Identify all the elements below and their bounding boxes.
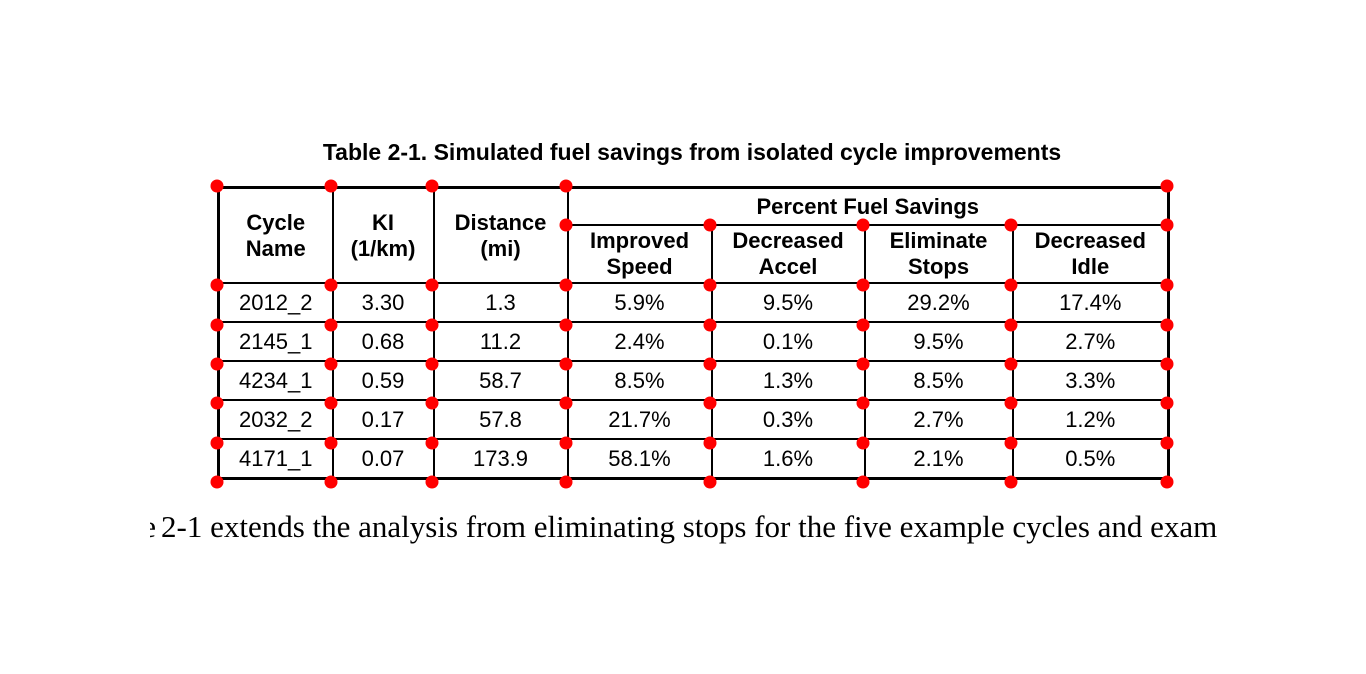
table-title: Table 2-1. Simulated fuel savings from i… <box>322 139 1062 165</box>
cell-value: 3.3% <box>1011 360 1170 401</box>
table-row: 2012_2 3.30 1.3 5.9% 9.5% 29.2% 17.4% <box>217 282 1170 323</box>
cell-value: 58.7 <box>432 360 569 401</box>
cell-value: 11.2 <box>432 321 569 362</box>
cell-value: 8.5% <box>566 360 713 401</box>
cell-value: 0.1% <box>710 321 866 362</box>
body-text-line: e2-1 extends the analysis from eliminati… <box>150 508 1217 545</box>
cell-value: 17.4% <box>1011 282 1170 323</box>
header-row: Cycle Name KI (1/km) Distance (mi) Perce… <box>217 186 1170 284</box>
table-row: 2032_2 0.17 57.8 21.7% 0.3% 2.7% 1.2% <box>217 399 1170 440</box>
fuel-savings-table: Cycle Name KI (1/km) Distance (mi) Perce… <box>217 186 1171 480</box>
cell-value: 0.68 <box>331 321 435 362</box>
cell-value: 2.4% <box>566 321 713 362</box>
table-row: 2145_1 0.68 11.2 2.4% 0.1% 9.5% 2.7% <box>217 321 1170 362</box>
cell-value: 1.6% <box>710 438 866 480</box>
cell-value: 9.5% <box>710 282 866 323</box>
cell-value: 2.7% <box>1011 321 1170 362</box>
sub-header-row: Improved Speed Decreased Accel Eliminate S… <box>219 224 1170 284</box>
sub-column-header: Improved Speed <box>566 224 713 284</box>
cell-value: 21.7% <box>566 399 713 440</box>
cell-value: 0.59 <box>331 360 435 401</box>
cell-value: 58.1% <box>566 438 713 480</box>
sub-column-header: Decreased Accel <box>710 224 866 284</box>
cell-value: 29.2% <box>863 282 1014 323</box>
body-text-content: 2-1 extends the analysis from eliminatin… <box>161 509 1218 544</box>
cell-value: 1.3% <box>710 360 866 401</box>
cell-cycle-name: 4171_1 <box>217 438 334 480</box>
cell-value: 57.8 <box>432 399 569 440</box>
sub-column-header: Decreased Idle <box>1011 224 1170 284</box>
sub-column-header: Eliminate Stops <box>863 224 1014 284</box>
column-header-distance: Distance (mi) <box>432 186 569 284</box>
cell-value: 173.9 <box>432 438 569 480</box>
clipped-char: e <box>150 508 156 545</box>
cell-cycle-name: 2032_2 <box>217 399 334 440</box>
cell-value: 2.7% <box>863 399 1014 440</box>
cell-value: 2.1% <box>863 438 1014 480</box>
table-row: 4171_1 0.07 173.9 58.1% 1.6% 2.1% 0.5% <box>217 438 1170 480</box>
cell-value: 3.30 <box>331 282 435 323</box>
cell-value: 1.3 <box>432 282 569 323</box>
cell-cycle-name: 2012_2 <box>217 282 334 323</box>
group-header-percent-fuel-savings: Percent Fuel Savings <box>566 186 1170 226</box>
column-header-ki: KI (1/km) <box>331 186 435 284</box>
cell-cycle-name: 4234_1 <box>217 360 334 401</box>
column-header-cycle-name: Cycle Name <box>217 186 334 284</box>
cell-value: 9.5% <box>863 321 1014 362</box>
table-row: 4234_1 0.59 58.7 8.5% 1.3% 8.5% 3.3% <box>217 360 1170 401</box>
cell-value: 0.3% <box>710 399 866 440</box>
cell-cycle-name: 2145_1 <box>217 321 334 362</box>
cell-value: 0.07 <box>331 438 435 480</box>
cell-value: 1.2% <box>1011 399 1170 440</box>
cell-value: 8.5% <box>863 360 1014 401</box>
cell-value: 0.17 <box>331 399 435 440</box>
cell-value: 5.9% <box>566 282 713 323</box>
cell-value: 0.5% <box>1011 438 1170 480</box>
